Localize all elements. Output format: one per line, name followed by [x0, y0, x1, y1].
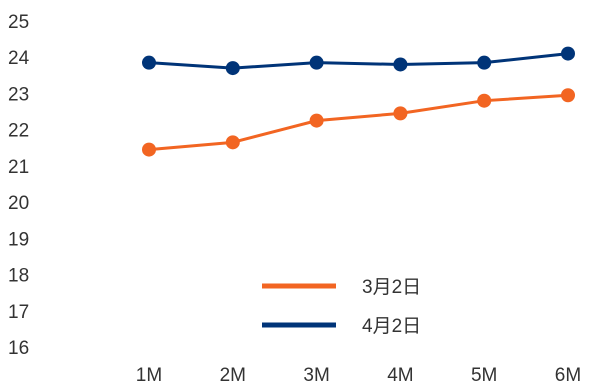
data-point	[561, 46, 575, 61]
y-tick-label: 18	[8, 266, 29, 287]
series-line-2	[148, 52, 569, 70]
legend-label: 3月2日	[362, 277, 421, 298]
x-axis-tick-labels: 1M 2M 3M 4M 5M 6M	[136, 365, 581, 386]
series-line-1	[148, 93, 569, 152]
series-lines	[142, 46, 575, 157]
x-tick-label: 1M	[136, 365, 162, 386]
y-tick-label: 23	[8, 84, 29, 105]
y-tick-label: 20	[8, 193, 29, 214]
y-tick-label: 25	[8, 12, 29, 33]
x-tick-label: 5M	[471, 365, 497, 386]
data-point	[225, 61, 240, 76]
legend: 3月2日 4月2日	[262, 277, 421, 337]
data-point	[142, 55, 156, 70]
data-point	[309, 113, 324, 128]
data-point	[561, 88, 575, 103]
data-point	[393, 57, 408, 72]
x-tick-label: 3M	[303, 365, 329, 386]
y-tick-label: 16	[8, 338, 29, 359]
data-point	[393, 106, 408, 121]
data-point	[142, 142, 156, 157]
data-point	[477, 93, 492, 108]
x-tick-label: 6M	[555, 365, 581, 386]
data-point	[309, 55, 324, 70]
y-tick-label: 24	[8, 48, 30, 69]
y-axis-tick-labels: 16 17 18 19 20 21 22 23 24 25	[8, 12, 30, 359]
y-tick-label: 17	[8, 302, 29, 323]
y-tick-label: 22	[8, 121, 29, 142]
x-tick-label: 4M	[387, 365, 413, 386]
legend-label: 4月2日	[362, 316, 421, 337]
data-point	[225, 135, 240, 150]
y-tick-label: 19	[8, 229, 29, 250]
y-tick-label: 21	[8, 157, 29, 178]
x-tick-label: 2M	[220, 365, 246, 386]
data-point	[477, 55, 492, 70]
